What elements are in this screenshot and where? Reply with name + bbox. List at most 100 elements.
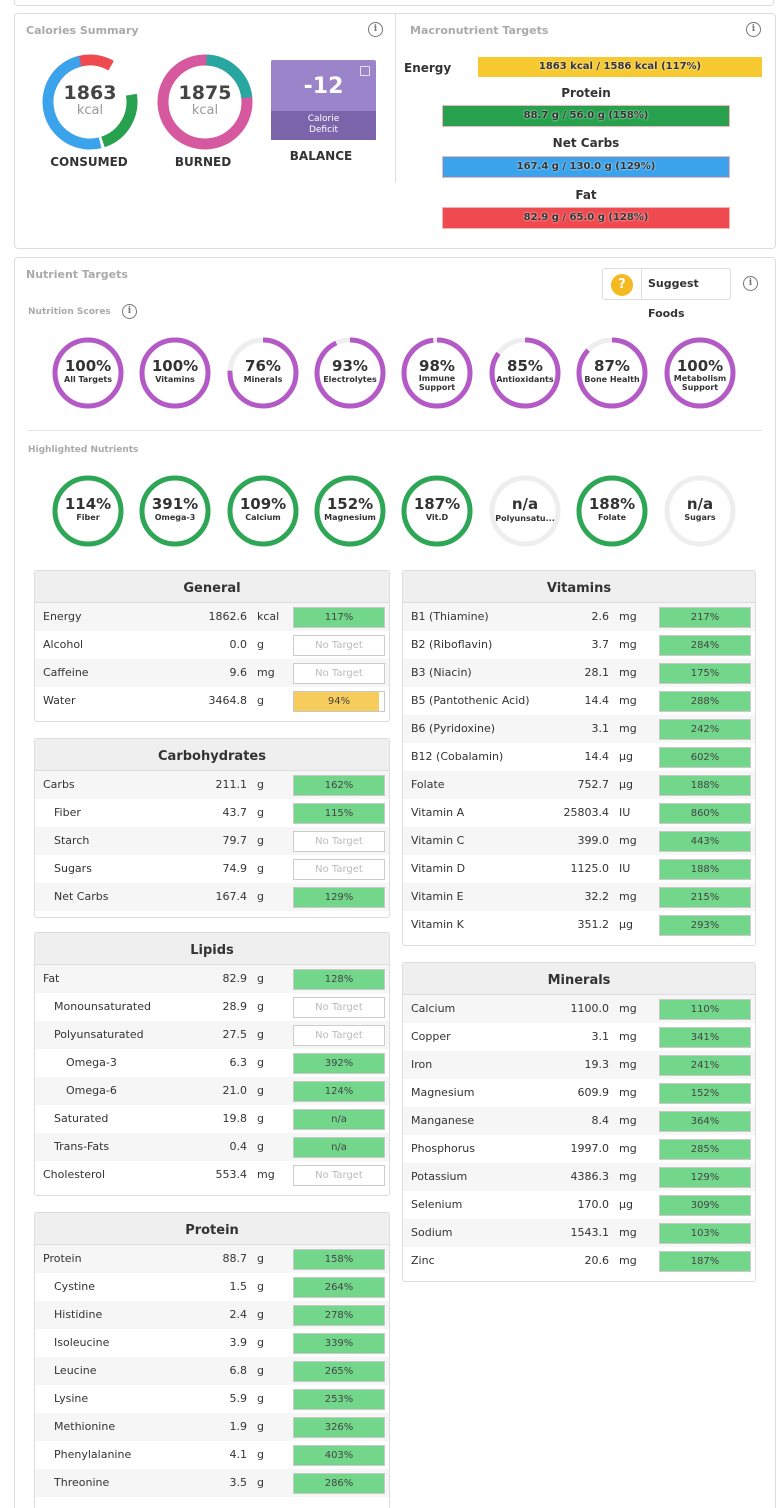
nutrient-row-vitamin-e[interactable]: Vitamin E 32.2 mg 215% (403, 883, 755, 911)
nutrient-amount: 0.0 (229, 638, 248, 651)
score-ring-vit-d[interactable]: 187% Vit.D (400, 474, 474, 548)
score-ring-sugars[interactable]: n/a Sugars (663, 474, 737, 548)
score-ring-electrolytes[interactable]: 93% Electrolytes (313, 336, 387, 410)
score-ring-minerals[interactable]: 76% Minerals (226, 336, 300, 410)
nutrient-row-fat[interactable]: Fat 82.9 g 128% (35, 965, 389, 993)
nutrient-row-phenylalanine[interactable]: Phenylalanine 4.1 g 403% (35, 1441, 389, 1469)
nutrient-row-iron[interactable]: Iron 19.3 mg 241% (403, 1051, 755, 1079)
score-ring-polyunsatu[interactable]: n/a Polyunsatu... (488, 474, 562, 548)
nutrient-row-saturated[interactable]: Saturated 19.8 g n/a (35, 1105, 389, 1133)
nutrient-row-protein[interactable]: Protein 88.7 g 158% (35, 1245, 389, 1273)
nutrient-amount: 28.9 (222, 1000, 248, 1013)
nutrient-row-cholesterol[interactable]: Cholesterol 553.4 mg No Target (35, 1161, 389, 1189)
score-ring-bone-health[interactable]: 87% Bone Health (575, 336, 649, 410)
calories-info-icon[interactable]: i (368, 22, 383, 37)
nutrient-row-isoleucine[interactable]: Isoleucine 3.9 g 339% (35, 1329, 389, 1357)
target-bar-text: 602% (690, 752, 720, 763)
balance-box[interactable]: -12 Calorie Deficit (271, 60, 376, 140)
nutrient-row-vitamin-d[interactable]: Vitamin D 1125.0 IU 188% (403, 855, 755, 883)
score-name: Minerals (243, 375, 283, 384)
nutrient-amount: 1862.6 (208, 610, 248, 623)
nutrient-row-zinc[interactable]: Zinc 20.6 mg 187% (403, 1247, 755, 1275)
score-ring-magnesium[interactable]: 152% Magnesium (313, 474, 387, 548)
nutrient-row-phosphorus[interactable]: Phosphorus 1997.0 mg 285% (403, 1135, 755, 1163)
nutrient-row-water[interactable]: Water 3464.8 g 94% (35, 687, 389, 715)
nutrient-row-b5-pantothenic-acid[interactable]: B5 (Pantothenic Acid) 14.4 mg 288% (403, 687, 755, 715)
score-ring-vitamins[interactable]: 100% Vitamins (138, 336, 212, 410)
nutrient-row-selenium[interactable]: Selenium 170.0 µg 309% (403, 1191, 755, 1219)
nutrient-row-b1-thiamine[interactable]: B1 (Thiamine) 2.6 mg 217% (403, 603, 755, 631)
nutrient-row-folate[interactable]: Folate 752.7 µg 188% (403, 771, 755, 799)
nutrient-row-leucine[interactable]: Leucine 6.8 g 265% (35, 1357, 389, 1385)
score-ring-fiber[interactable]: 114% Fiber (51, 474, 125, 548)
nutrient-row-sugars[interactable]: Sugars 74.9 g No Target (35, 855, 389, 883)
nutrient-unit: mg (257, 1168, 275, 1181)
scores-info-icon[interactable]: i (122, 304, 137, 319)
nutrient-row-trans-fats[interactable]: Trans-Fats 0.4 g n/a (35, 1133, 389, 1161)
nutrient-name: Iron (411, 1058, 433, 1071)
nutrient-row-sodium[interactable]: Sodium 1543.1 mg 103% (403, 1219, 755, 1247)
nutrient-row-histidine[interactable]: Histidine 2.4 g 278% (35, 1301, 389, 1329)
macro-info-icon[interactable]: i (746, 22, 761, 37)
nutrient-row-alcohol[interactable]: Alcohol 0.0 g No Target (35, 631, 389, 659)
nutrient-row-starch[interactable]: Starch 79.7 g No Target (35, 827, 389, 855)
nutrient-row-b6-pyridoxine[interactable]: B6 (Pyridoxine) 3.1 mg 242% (403, 715, 755, 743)
target-bar-fill (294, 1418, 384, 1437)
nutrient-row-b2-riboflavin[interactable]: B2 (Riboflavin) 3.7 mg 284% (403, 631, 755, 659)
nutrient-row-polyunsaturated[interactable]: Polyunsaturated 27.5 g No Target (35, 1021, 389, 1049)
nutrient-name: Protein (43, 1252, 82, 1265)
nutrient-unit: g (257, 890, 264, 903)
score-name: Electrolytes (323, 375, 377, 384)
targets-info-icon[interactable]: i (743, 276, 758, 291)
nutrient-amount: 28.1 (584, 666, 610, 679)
nutrient-unit: µg (619, 750, 633, 763)
nutrient-row-b12-cobalamin[interactable]: B12 (Cobalamin) 14.4 µg 602% (403, 743, 755, 771)
nutrient-name: Manganese (411, 1114, 475, 1127)
nutrient-row-fiber[interactable]: Fiber 43.7 g 115% (35, 799, 389, 827)
nutrient-row-calcium[interactable]: Calcium 1100.0 mg 110% (403, 995, 755, 1023)
nutrient-target-bar: 326% (293, 1417, 385, 1438)
nutrient-target-bar: 293% (659, 915, 751, 936)
nutrient-target-bar: 129% (659, 1167, 751, 1188)
nutrient-unit: kcal (257, 610, 280, 623)
score-ring-folate[interactable]: 188% Folate (575, 474, 649, 548)
nutrient-unit: µg (619, 918, 633, 931)
nutrient-name: Fiber (54, 806, 81, 819)
nutrient-row-b3-niacin[interactable]: B3 (Niacin) 28.1 mg 175% (403, 659, 755, 687)
nutrient-row-lysine[interactable]: Lysine 5.9 g 253% (35, 1385, 389, 1413)
nutrient-row-monounsaturated[interactable]: Monounsaturated 28.9 g No Target (35, 993, 389, 1021)
nutrient-row-net-carbs[interactable]: Net Carbs 167.4 g 129% (35, 883, 389, 911)
nutrient-name: Fat (43, 972, 60, 985)
score-ring-omega-3[interactable]: 391% Omega-3 (138, 474, 212, 548)
nutrient-row-caffeine[interactable]: Caffeine 9.6 mg No Target (35, 659, 389, 687)
nutrient-row-manganese[interactable]: Manganese 8.4 mg 364% (403, 1107, 755, 1135)
target-bar-fill (660, 748, 750, 767)
nutrient-row-threonine[interactable]: Threonine 3.5 g 286% (35, 1469, 389, 1497)
nutrient-row-omega-3[interactable]: Omega-3 6.3 g 392% (35, 1049, 389, 1077)
nutrient-row-methionine[interactable]: Methionine 1.9 g 326% (35, 1413, 389, 1441)
score-ring-metabolism-support[interactable]: 100% Metabolism Support (663, 336, 737, 410)
nutrient-row-potassium[interactable]: Potassium 4386.3 mg 129% (403, 1163, 755, 1191)
nutrient-row-energy[interactable]: Energy 1862.6 kcal 117% (35, 603, 389, 631)
nutrient-row-cystine[interactable]: Cystine 1.5 g 264% (35, 1273, 389, 1301)
nutrient-row-carbs[interactable]: Carbs 211.1 g 162% (35, 771, 389, 799)
nutrient-row-vitamin-c[interactable]: Vitamin C 399.0 mg 443% (403, 827, 755, 855)
nutrient-row-vitamin-a[interactable]: Vitamin A 25803.4 IU 860% (403, 799, 755, 827)
nutrient-unit: g (257, 1140, 264, 1153)
nutrient-row-omega-6[interactable]: Omega-6 21.0 g 124% (35, 1077, 389, 1105)
nutrient-target-bar: 284% (659, 635, 751, 656)
suggest-foods-button[interactable]: ? Suggest Foods (602, 268, 731, 320)
nutrient-amount: 0.4 (229, 1140, 248, 1153)
nutrient-target-bar: 339% (293, 1333, 385, 1354)
score-ring-antioxidants[interactable]: 85% Antioxidants (488, 336, 562, 410)
nutrient-row-copper[interactable]: Copper 3.1 mg 341% (403, 1023, 755, 1051)
nutrient-target-bar: 309% (659, 1195, 751, 1216)
nutrient-row-vitamin-k[interactable]: Vitamin K 351.2 µg 293% (403, 911, 755, 939)
score-ring-all-targets[interactable]: 100% All Targets (51, 336, 125, 410)
score-ring-immune-support[interactable]: 98% Immune Support (400, 336, 474, 410)
calendar-icon[interactable] (360, 66, 370, 76)
score-ring-calcium[interactable]: 109% Calcium (226, 474, 300, 548)
target-bar-fill (294, 1278, 384, 1297)
nutrient-row-magnesium[interactable]: Magnesium 609.9 mg 152% (403, 1079, 755, 1107)
target-bar-text: 241% (690, 1060, 720, 1071)
